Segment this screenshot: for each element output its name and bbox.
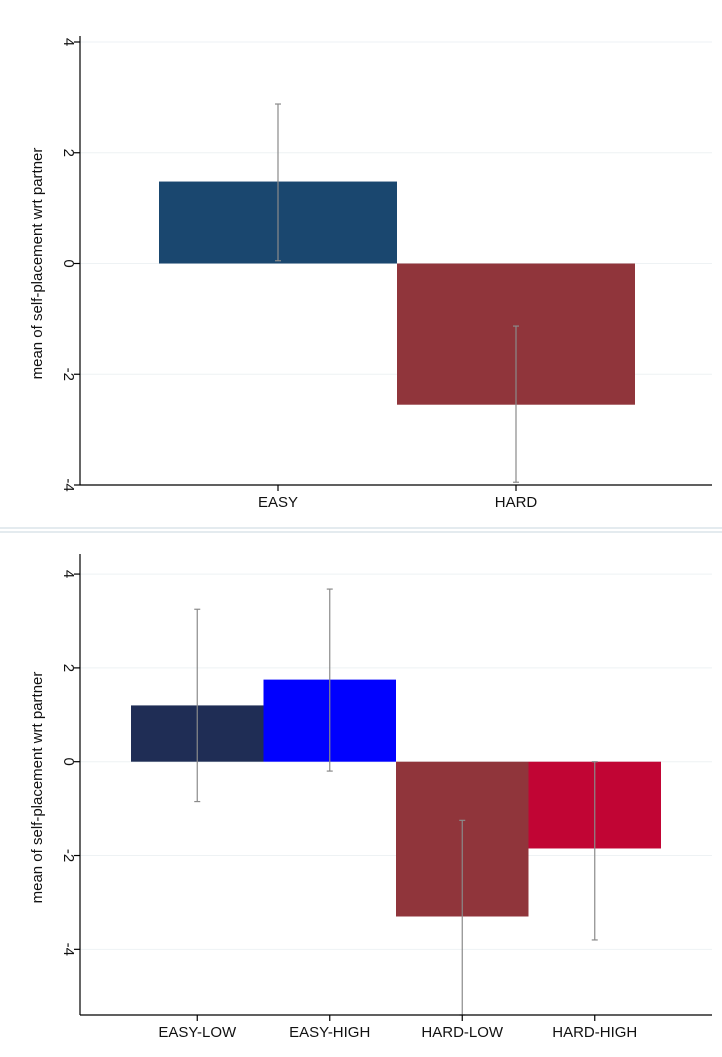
y-tick-label: -4 — [60, 478, 77, 491]
y-tick-label: 0 — [60, 259, 77, 267]
bar-chart-easy-hard: 4 2 0 -2 -4 EASY HARD mean of self-placement wr… — [29, 36, 712, 511]
x-tick-label-easy-high: EASY-HIGH — [289, 1024, 370, 1041]
x-tick-label-hard-low: HARD-LOW — [421, 1024, 504, 1041]
y-tick-label: 2 — [60, 149, 77, 157]
x-tick-label-hard: HARD — [495, 494, 538, 511]
y-tick-label: -4 — [60, 943, 77, 956]
y-axis-title: mean of self-placement wrt partner — [29, 672, 46, 904]
y-tick-label: -2 — [60, 849, 77, 862]
x-tick-label-hard-high: HARD-HIGH — [552, 1024, 637, 1041]
chart-panel-bottom: 4 2 0 -2 -4 EASY-LOW EASY-HIGH HARD-LOW HARD-HIG… — [0, 531, 722, 1057]
y-axis-title: mean of self-placement wrt partner — [29, 148, 46, 380]
x-tick-label-easy: EASY — [258, 494, 298, 511]
y-tick-label: 4 — [60, 38, 77, 46]
chart-panel-top: 4 2 0 -2 -4 EASY HARD mean of self-placement wr… — [0, 36, 722, 529]
y-tick-label: 2 — [60, 664, 77, 672]
x-tick-label-easy-low: EASY-LOW — [158, 1024, 237, 1041]
y-tick-label: 0 — [60, 758, 77, 766]
y-tick-label: 4 — [60, 570, 77, 578]
bar-chart-four-groups: 4 2 0 -2 -4 EASY-LOW EASY-HIGH HARD-LOW HARD-HIG… — [29, 554, 712, 1041]
y-tick-label: -2 — [60, 368, 77, 381]
